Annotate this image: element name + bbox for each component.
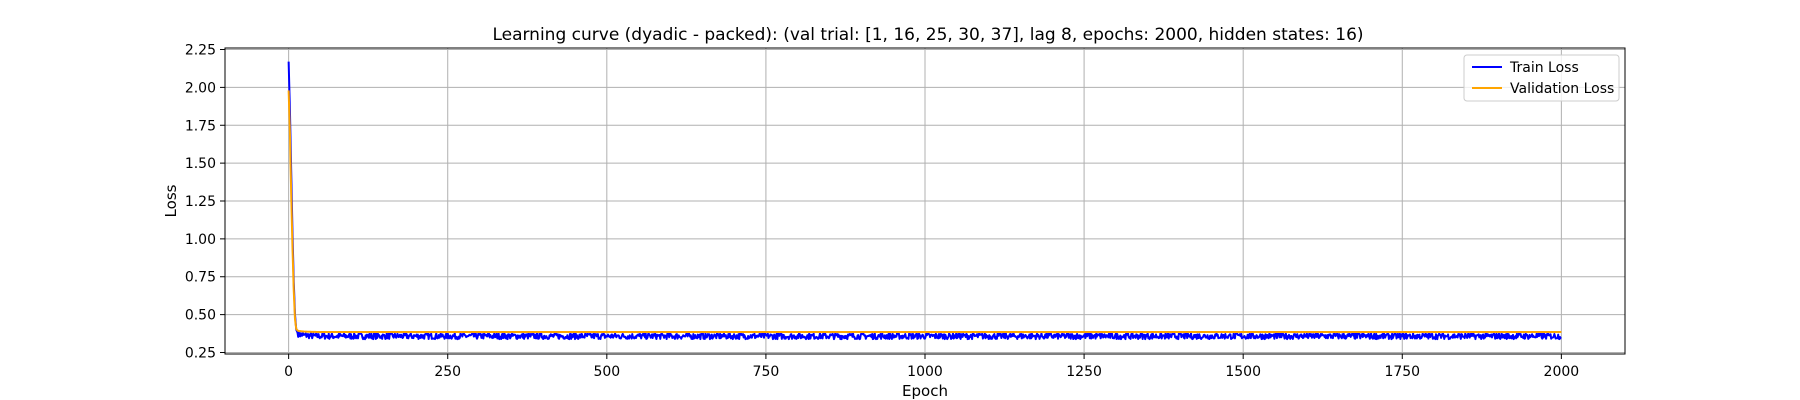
x-tick-label: 500 (593, 364, 620, 380)
x-tick-label: 1250 (1066, 364, 1102, 380)
x-tick-label: 0 (284, 364, 293, 380)
y-tick-label: 2.00 (185, 80, 216, 96)
legend: Train Loss Validation Loss (1463, 54, 1620, 102)
x-tick-label: 1000 (907, 364, 943, 380)
y-tick-label: 2.25 (185, 43, 216, 59)
x-tick-label: 250 (434, 364, 461, 380)
tick-layer: 0 250 500 750 1000 1250 1500 1750 2000 0.25 0.50 0.… (185, 43, 1579, 380)
legend-box (1463, 54, 1620, 102)
validation-loss-line (287, 90, 1562, 334)
y-tick-label: 0.50 (185, 308, 216, 324)
y-tick-label: 1.75 (185, 118, 216, 134)
x-tick-label: 2000 (1544, 364, 1580, 380)
legend-label-train: Train Loss (1509, 60, 1579, 76)
x-tick-label: 1500 (1225, 364, 1261, 380)
x-tick-label: 1750 (1384, 364, 1420, 380)
series-layer (287, 61, 1562, 341)
y-tick-label: 0.25 (185, 345, 216, 361)
y-tick-label: 0.75 (185, 270, 216, 286)
train-loss-line (287, 61, 1562, 341)
y-tick-label: 1.25 (185, 194, 216, 210)
grid-layer (225, 48, 1625, 354)
y-tick-label: 1.50 (185, 156, 216, 172)
y-axis-title: Loss (162, 184, 180, 217)
legend-label-validation: Validation Loss (1510, 81, 1614, 97)
chart-title: Learning curve (dyadic - packed): (val t… (492, 25, 1363, 45)
x-axis-title: Epoch (902, 382, 948, 400)
y-tick-label: 1.00 (185, 232, 216, 248)
x-tick-label: 750 (753, 364, 780, 380)
